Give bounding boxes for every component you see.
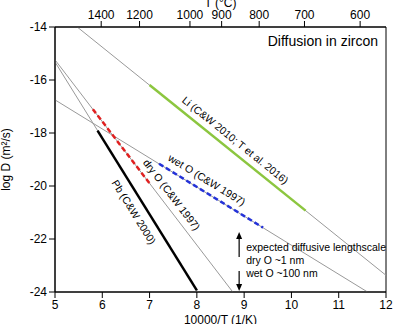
svg-text:5: 5 bbox=[52, 298, 59, 312]
svg-text:log D (m²/s): log D (m²/s) bbox=[8, 128, 13, 191]
svg-text:wet O ~100 nm: wet O ~100 nm bbox=[245, 267, 318, 279]
svg-text:700: 700 bbox=[294, 8, 314, 22]
svg-text:Li (C&W 2010; T et al. 2016): Li (C&W 2010; T et al. 2016) bbox=[180, 93, 291, 187]
svg-text:-16: -16 bbox=[30, 73, 48, 87]
svg-text:11: 11 bbox=[332, 298, 345, 312]
svg-text:600: 600 bbox=[350, 8, 370, 22]
svg-text:8: 8 bbox=[194, 298, 201, 312]
svg-text:T (°C): T (°C) bbox=[205, 0, 237, 10]
svg-text:800: 800 bbox=[249, 8, 269, 22]
svg-text:10000/T (1/K): 10000/T (1/K) bbox=[184, 313, 257, 324]
svg-text:1200: 1200 bbox=[126, 8, 153, 22]
svg-text:dry O (C&W 1997): dry O (C&W 1997) bbox=[141, 157, 203, 233]
svg-text:-14: -14 bbox=[30, 20, 48, 34]
svg-text:dry O ~1 nm: dry O ~1 nm bbox=[246, 254, 304, 266]
svg-text:wet O (C&W 1997): wet O (C&W 1997) bbox=[166, 151, 248, 208]
svg-text:9: 9 bbox=[241, 298, 248, 312]
svg-text:-18: -18 bbox=[30, 126, 48, 140]
svg-text:-20: -20 bbox=[30, 179, 48, 193]
svg-text:12: 12 bbox=[379, 298, 392, 312]
svg-text:10: 10 bbox=[285, 298, 299, 312]
svg-text:1400: 1400 bbox=[88, 8, 115, 22]
svg-text:6: 6 bbox=[99, 298, 106, 312]
svg-text:7: 7 bbox=[146, 298, 153, 312]
html-text:Diffusion in zircon: Diffusion in zircon bbox=[267, 33, 378, 49]
svg-text:-24: -24 bbox=[30, 285, 48, 299]
svg-text:expected diffusive lengthscale: expected diffusive lengthscale bbox=[246, 241, 386, 253]
svg-text:900: 900 bbox=[212, 8, 232, 22]
svg-text:-22: -22 bbox=[30, 232, 48, 246]
svg-text:Pb (C&W 2000): Pb (C&W 2000) bbox=[110, 177, 159, 246]
svg-text:1000: 1000 bbox=[177, 8, 204, 22]
